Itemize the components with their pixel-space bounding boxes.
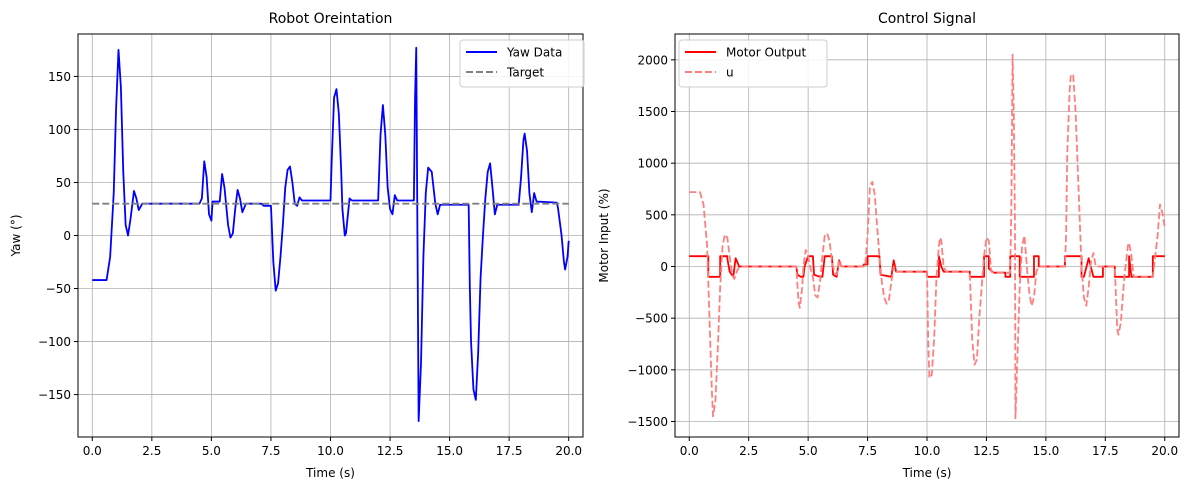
x-tick-label: 12.5 bbox=[377, 444, 404, 458]
chart-title: Control Signal bbox=[878, 11, 976, 27]
series-line-u bbox=[689, 53, 1166, 420]
chart-title: Robot Oreintation bbox=[269, 11, 393, 27]
y-tick-label: 50 bbox=[56, 176, 71, 190]
y-tick-label: −150 bbox=[38, 388, 71, 402]
y-axis-label: Motor Input (%) bbox=[597, 188, 611, 282]
x-tick-label: 7.5 bbox=[261, 444, 280, 458]
x-tick-label: 2.5 bbox=[739, 444, 758, 458]
y-tick-label: −50 bbox=[46, 282, 71, 296]
x-tick-label: 2.5 bbox=[142, 444, 161, 458]
legend: Motor Output u bbox=[678, 39, 828, 88]
x-tick-label: 17.5 bbox=[1092, 444, 1119, 458]
control-signal-chart: Control Signal Time (s) Motor Input (%) … bbox=[597, 11, 1180, 480]
legend-label-motor-output: Motor Output bbox=[726, 46, 806, 60]
x-tick-label: 15.0 bbox=[436, 444, 463, 458]
series-line-yaw-data bbox=[92, 46, 570, 422]
y-tick-label: 150 bbox=[48, 70, 71, 84]
y-tick-label: 500 bbox=[645, 208, 668, 222]
y-tick-label: 2000 bbox=[637, 53, 668, 67]
y-tick-label: 1500 bbox=[637, 105, 668, 119]
y-tick-label: −1000 bbox=[627, 363, 668, 377]
y-tick-label: −500 bbox=[635, 312, 668, 326]
x-tick-label: 17.5 bbox=[496, 444, 523, 458]
legend-label-u: u bbox=[726, 66, 734, 80]
y-tick-label: 100 bbox=[48, 123, 71, 137]
x-tick-label: 10.0 bbox=[317, 444, 344, 458]
y-tick-label: −100 bbox=[38, 335, 71, 349]
x-tick-label: 20.0 bbox=[555, 444, 582, 458]
x-axis-label: Time (s) bbox=[902, 466, 952, 480]
x-tick-label: 20.0 bbox=[1151, 444, 1178, 458]
y-tick-label: 1000 bbox=[637, 157, 668, 171]
x-tick-label: 0.0 bbox=[680, 444, 699, 458]
y-tick-label: 0 bbox=[63, 229, 71, 243]
x-axis-label: Time (s) bbox=[305, 466, 355, 480]
legend-label-target: Target bbox=[506, 66, 544, 80]
x-tick-label: 5.0 bbox=[799, 444, 818, 458]
y-axis-label: Yaw (°) bbox=[9, 214, 23, 257]
x-tick-label: 0.0 bbox=[83, 444, 102, 458]
y-tick-label: −1500 bbox=[627, 415, 668, 429]
x-tick-label: 7.5 bbox=[858, 444, 877, 458]
y-tick-label: 0 bbox=[660, 260, 668, 274]
legend: Yaw Data Target bbox=[459, 39, 585, 88]
x-tick-label: 5.0 bbox=[202, 444, 221, 458]
x-tick-label: 12.5 bbox=[973, 444, 1000, 458]
yaw-chart: Robot Oreintation Time (s) Yaw (°) 0.0 2.… bbox=[9, 11, 585, 480]
x-tick-label: 10.0 bbox=[914, 444, 941, 458]
legend-label-yaw-data: Yaw Data bbox=[506, 46, 562, 60]
x-tick-label: 15.0 bbox=[1033, 444, 1060, 458]
